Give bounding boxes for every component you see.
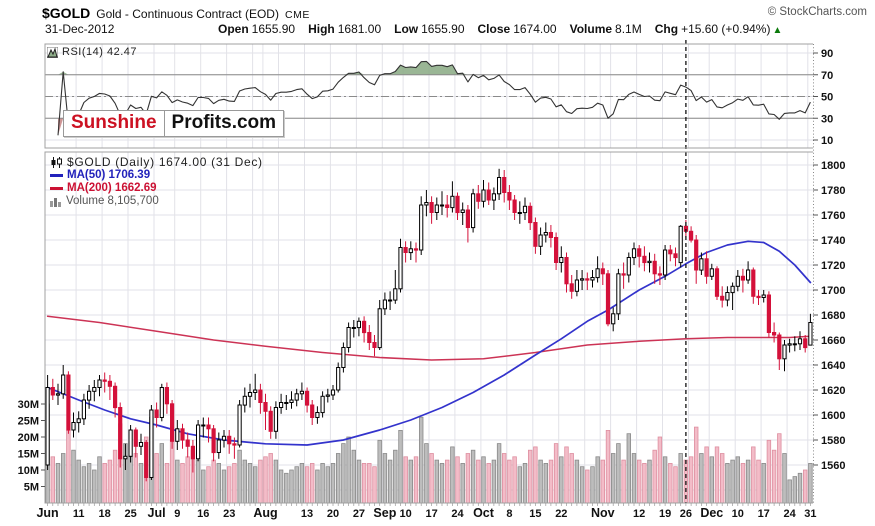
svg-text:17: 17 [425,508,437,520]
svg-text:18: 18 [99,508,111,520]
up-arrow-icon: ▲ [772,25,783,36]
legend-symbol-label: $GOLD (Daily) 1674.00 (31 Dec) [67,155,263,169]
svg-text:30M: 30M [18,399,39,411]
quote-change: Chg +15.60 (+0.94%) ▲ [654,22,783,36]
svg-text:10: 10 [732,508,744,520]
rsi-label: RSI(14) 42.47 [47,46,137,58]
svg-text:50: 50 [821,92,833,104]
quote-volume: Volume 8.1M [569,22,642,36]
symbol-description: Gold - Continuous Contract (EOD) [96,7,279,21]
quote-high: High 1681.00 [308,22,382,36]
svg-text:26: 26 [680,508,692,520]
svg-text:24: 24 [451,508,464,520]
chart-header: $GOLD Gold - Continuous Contract (EOD) C… [42,5,832,21]
svg-text:27: 27 [353,508,365,520]
svg-text:9: 9 [174,508,180,520]
svg-text:24: 24 [784,508,797,520]
rsi-panel-border [44,43,813,149]
svg-text:1760: 1760 [821,210,845,222]
svg-text:1600: 1600 [821,410,845,422]
legend-ma200-label: MA(200) 1662.69 [67,182,157,194]
svg-text:1680: 1680 [821,310,845,322]
svg-text:15M: 15M [18,449,39,461]
exchange-label: CME [284,9,310,21]
svg-text:Sep: Sep [373,506,396,520]
axis-labels: 1800178017601740172017001680166016401620… [18,48,846,520]
svg-text:20M: 20M [18,432,39,444]
svg-text:1660: 1660 [821,335,845,347]
svg-text:1780: 1780 [821,185,845,197]
legend-ma50-label: MA(50) 1706.39 [67,169,151,181]
volume-bars-icon [50,197,61,207]
svg-text:Aug: Aug [253,506,277,520]
svg-text:5M: 5M [24,482,39,494]
quote-fields: Open 1655.90 High 1681.00 Low 1655.90 Close… [218,22,782,36]
quote-low: Low 1655.90 [394,22,465,36]
svg-text:11: 11 [73,508,85,520]
svg-text:31: 31 [804,508,816,520]
svg-text:Oct: Oct [473,506,495,520]
svg-text:10M: 10M [18,465,39,477]
quote-row: 31-Dec-2012 Open 1655.90 High 1681.00 Low 1… [45,22,867,36]
svg-text:1580: 1580 [821,435,845,447]
legend-ma50-row: MA(50) 1706.39 [50,169,263,182]
svg-text:Nov: Nov [591,506,615,520]
ma50-line-swatch [50,174,63,177]
indicator-icon [47,46,58,58]
svg-text:25M: 25M [18,416,39,428]
svg-text:23: 23 [223,508,235,520]
legend-volume-label: Volume 8,105,700 [66,195,159,207]
legend-ma200-row: MA(200) 1662.69 [50,182,263,195]
quote-date: 31-Dec-2012 [45,22,115,36]
ma200-line-swatch [50,187,63,190]
quote-close: Close 1674.00 [477,22,557,36]
svg-text:70: 70 [821,70,833,82]
candlesticks [45,168,813,482]
svg-text:20: 20 [327,508,339,520]
svg-text:12: 12 [633,508,645,520]
svg-text:30: 30 [821,113,833,125]
svg-text:90: 90 [821,48,833,60]
candlestick-icon [51,157,62,168]
svg-text:17: 17 [758,508,770,520]
svg-text:22: 22 [555,508,567,520]
ma200-line [46,315,812,361]
svg-text:13: 13 [301,508,313,520]
svg-text:10: 10 [821,135,833,147]
svg-text:1740: 1740 [821,235,845,247]
svg-text:Jul: Jul [148,506,166,520]
chart-legend: $GOLD (Daily) 1674.00 (31 Dec) MA(50) 17… [50,156,263,208]
svg-text:Jun: Jun [36,506,58,520]
svg-text:Dec: Dec [700,506,723,520]
svg-text:19: 19 [659,508,671,520]
symbol: $GOLD [42,5,91,21]
svg-text:25: 25 [124,508,136,520]
svg-text:1800: 1800 [821,160,845,172]
svg-text:16: 16 [197,508,209,520]
svg-text:10: 10 [400,508,412,520]
main-panel-border [44,151,813,504]
legend-volume-row: Volume 8,105,700 [50,195,263,208]
svg-text:1700: 1700 [821,285,845,297]
svg-text:1620: 1620 [821,385,845,397]
svg-text:15: 15 [529,508,541,520]
svg-text:8: 8 [506,508,512,520]
quote-open: Open 1655.90 [218,22,296,36]
legend-symbol-row: $GOLD (Daily) 1674.00 (31 Dec) [50,156,263,169]
watermark-sunshine: Sunshine [63,110,165,137]
sunshine-profits-watermark: Sunshine Profits.com [63,110,285,137]
svg-text:1640: 1640 [821,360,845,372]
stockcharts-copyright-link[interactable]: © StockCharts.com [767,6,867,18]
svg-text:1720: 1720 [821,260,845,272]
watermark-profits: Profits.com [163,110,285,137]
svg-text:1560: 1560 [821,460,845,472]
